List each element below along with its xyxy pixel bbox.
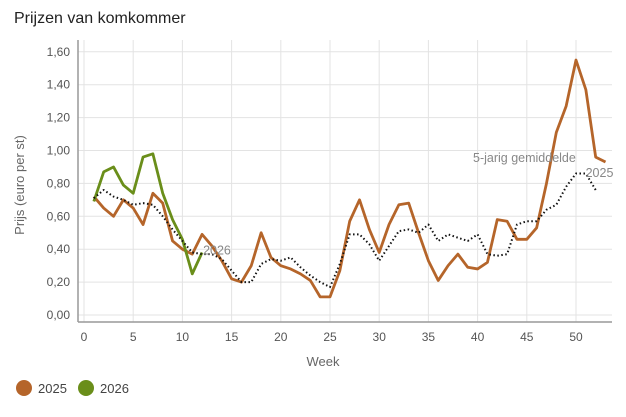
y-tick-label: 1,40	[47, 78, 71, 92]
x-tick-label: 25	[323, 330, 337, 344]
y-tick-label: 1,60	[47, 45, 71, 59]
x-tick-label: 45	[520, 330, 534, 344]
y-tick-label: 0,00	[47, 308, 71, 322]
legend-swatch-2026	[78, 380, 94, 396]
series-line-2025	[92, 58, 607, 299]
x-tick-label: 20	[274, 330, 288, 344]
x-tick-label: 15	[225, 330, 239, 344]
y-tick-label: 0,40	[47, 242, 71, 256]
legend-item-2025[interactable]: 2025	[16, 380, 67, 396]
chart-title: Prijzen van komkommer	[14, 10, 186, 27]
series-label-2025: 2025	[586, 166, 614, 180]
x-tick-label: 5	[130, 330, 137, 344]
y-axis-label: Prijs (euro per st)	[12, 135, 27, 235]
x-tick-label: 50	[569, 330, 583, 344]
series-line-2026	[92, 152, 204, 276]
x-axis-label: Week	[307, 354, 340, 369]
x-tick-label: 40	[471, 330, 485, 344]
series-label-5-jarig-gemiddelde: 5-jarig gemiddelde	[473, 151, 576, 165]
x-tick-label: 0	[81, 330, 88, 344]
legend-label-2025: 2025	[38, 380, 67, 396]
y-tick-label: 0,20	[47, 275, 71, 289]
legend-item-2026[interactable]: 2026	[78, 380, 129, 396]
y-tick-label: 1,20	[47, 111, 71, 125]
series-label-2026: 2026	[203, 243, 231, 257]
y-tick-label: 1,00	[47, 144, 71, 158]
legend-label-2026: 2026	[100, 380, 129, 396]
x-tick-label: 10	[176, 330, 190, 344]
x-tick-label: 35	[422, 330, 436, 344]
series-line-5-jarig-gemiddelde	[93, 172, 597, 289]
y-tick-label: 0,80	[47, 176, 71, 190]
y-tick-label: 0,60	[47, 209, 71, 223]
x-tick-label: 30	[373, 330, 387, 344]
legend-swatch-2025	[16, 380, 32, 396]
